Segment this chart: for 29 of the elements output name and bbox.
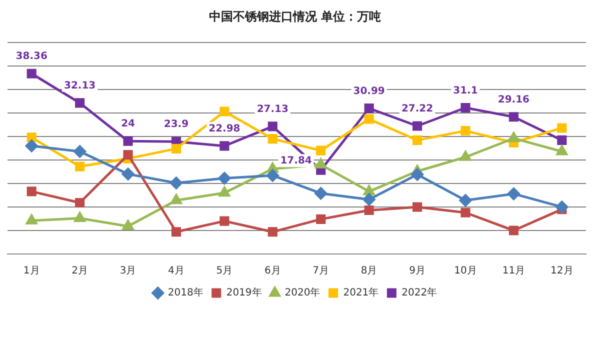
x-tick-label: 2月	[72, 266, 88, 277]
data-label: 29.16	[498, 94, 530, 106]
data-label: 30.99	[353, 86, 385, 97]
data-label: 17.84	[280, 156, 312, 167]
data-label: 32.13	[64, 80, 96, 92]
x-tick-label: 9月	[409, 266, 426, 277]
data-label: 38.36	[16, 51, 48, 62]
x-tick-label: 6月	[264, 266, 281, 277]
x-tick-label: 12月	[550, 266, 574, 277]
legend-label: 2020年	[284, 286, 320, 299]
data-label: 27.22	[401, 104, 434, 115]
legend-label: 2022年	[402, 286, 438, 299]
legend-label: 2018年	[168, 286, 204, 299]
x-tick-label: 7月	[312, 266, 330, 277]
data-label: 23.9	[164, 119, 189, 130]
x-tick-label: 5月	[216, 266, 233, 277]
data-label: 31.1	[453, 85, 478, 96]
x-tick-label: 8月	[360, 266, 378, 277]
data-label: 22.98	[208, 124, 240, 135]
x-tick-label: 3月	[120, 266, 136, 277]
x-tick-label: 4月	[168, 266, 184, 277]
legend-label: 2019年	[226, 286, 262, 299]
x-tick-label: 1月	[23, 266, 40, 277]
x-tick-label: 11月	[502, 266, 526, 277]
data-label: 24	[121, 118, 136, 130]
chart-title: 中国不锈钢进口情况 单位：万吨	[208, 9, 382, 24]
x-tick-label: 10月	[454, 266, 477, 277]
data-label: 27.13	[256, 104, 288, 116]
legend-label: 2021年	[343, 286, 379, 299]
